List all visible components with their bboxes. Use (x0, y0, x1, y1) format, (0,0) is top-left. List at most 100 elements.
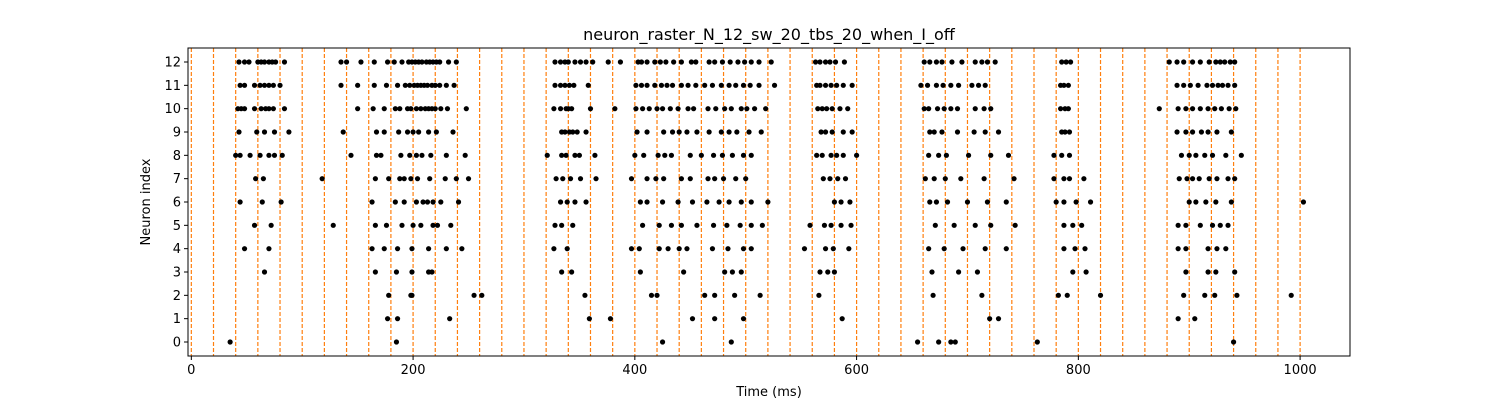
spike-n7-t909 (1196, 176, 1202, 182)
spike-n4-t48 (241, 246, 248, 252)
spike-n12-t486 (727, 59, 733, 65)
spike-n10-t420 (654, 106, 660, 112)
spike-n11-t224 (437, 82, 443, 88)
spike-n6-t439 (675, 199, 681, 205)
spike-n2-t472 (712, 292, 718, 298)
spike-n8-t421 (655, 152, 661, 158)
spike-n11-t176 (383, 82, 390, 88)
chart-title: neuron_raster_N_12_sw_20_tbs_20_when_I_o… (583, 25, 956, 45)
spike-n5-t671 (932, 222, 938, 228)
spike-n3-t807 (1083, 269, 1089, 275)
spike-n4-t579 (830, 246, 836, 252)
spike-n12-t153 (358, 59, 364, 65)
spike-n5-t57 (251, 222, 258, 228)
spike-n11-t62 (257, 82, 263, 88)
spike-n11-t895 (1181, 82, 1187, 88)
spike-n2-t355 (582, 292, 588, 298)
spike-n11-t526 (771, 82, 778, 88)
y-tick-label-6: 6 (173, 196, 181, 211)
x-tick-label-600: 600 (844, 363, 869, 378)
spike-n11-t685 (948, 82, 954, 88)
spike-n7-t680 (942, 176, 948, 182)
spike-n11-t358 (585, 82, 591, 88)
spike-n6-t505 (748, 199, 754, 205)
spike-n9-t447 (684, 129, 690, 135)
spike-n12-t725 (992, 59, 998, 65)
spike-n7-t500 (743, 176, 749, 182)
spike-n12-t66 (261, 59, 268, 65)
spike-n9-t434 (669, 129, 676, 135)
spike-n10-t150 (355, 106, 361, 112)
spike-n7-t694 (958, 176, 964, 182)
spike-n10-t496 (738, 106, 744, 112)
spike-n8-t778 (1051, 152, 1057, 158)
spike-n9-t925 (1214, 129, 1220, 135)
spike-n3-t185 (393, 269, 400, 275)
spike-n4-t174 (381, 246, 387, 252)
spike-n8-t471 (710, 152, 717, 158)
spike-n12-t362 (590, 59, 596, 65)
spike-n11-t424 (658, 82, 665, 88)
spike-n11-t512 (756, 82, 762, 88)
spike-n10-t57 (251, 106, 258, 112)
spike-n8-t167 (373, 152, 380, 158)
spike-n7-t583 (835, 176, 841, 182)
spike-n5-t558 (807, 222, 813, 228)
spike-n8-t460 (698, 152, 704, 158)
spike-n10-t174 (381, 106, 387, 112)
spike-n4-t897 (1183, 246, 1189, 252)
spike-n5-t688 (951, 222, 957, 228)
spike-n12-t785 (1059, 59, 1065, 65)
spike-n7-t342 (567, 176, 574, 182)
spike-n7-t419 (653, 176, 659, 182)
spike-n8-t144 (348, 152, 354, 158)
spike-n7-t365 (593, 176, 599, 182)
spike-n7-t570 (820, 176, 826, 182)
spike-n12-t572 (822, 59, 829, 65)
spike-n8-t216 (428, 152, 434, 158)
spike-n12-t672 (933, 59, 940, 65)
spike-n12-t208 (419, 59, 425, 65)
spike-n2-t255 (471, 292, 477, 298)
spike-n12-t576 (827, 59, 833, 65)
spike-n3-t481 (722, 269, 728, 275)
spike-n8-t62 (257, 152, 263, 158)
spike-n5-t721 (988, 222, 994, 228)
spike-n2-t262 (479, 292, 485, 298)
spike-n11-t916 (1204, 82, 1210, 88)
spike-n2-t199 (409, 292, 415, 298)
spike-n0-t655 (914, 339, 921, 345)
spike-n8-t427 (662, 152, 668, 158)
spike-n4-t397 (628, 246, 635, 252)
spike-n10-t448 (685, 106, 691, 112)
spike-n12-t467 (706, 59, 712, 65)
spike-n6-t906 (1193, 199, 1199, 205)
spike-n9-t348 (574, 129, 580, 135)
spike-points (227, 59, 1307, 345)
spike-n5-t344 (570, 222, 576, 228)
spike-n7-t787 (1061, 176, 1067, 182)
spike-n6-t594 (847, 199, 853, 205)
spike-n5-t207 (418, 222, 424, 228)
spike-n12-t686 (949, 59, 955, 65)
spike-n7-t204 (414, 176, 421, 182)
x-axis-ticks: 0 200 400 600 800 1000 (187, 356, 1317, 378)
spike-n7-t166 (372, 176, 378, 182)
spike-n4-t797 (1072, 246, 1078, 252)
spike-n7-t250 (465, 176, 472, 182)
spike-n4-t422 (656, 246, 662, 252)
spike-n8-t230 (443, 152, 449, 158)
spike-n10-t432 (667, 106, 673, 112)
spike-n5-t803 (1079, 222, 1085, 228)
spike-n9-t426 (661, 129, 667, 135)
spike-n9-t596 (849, 129, 855, 135)
spike-n5-t456 (694, 222, 700, 228)
spike-n9-t938 (1228, 129, 1234, 135)
spike-n8-t44 (237, 152, 243, 158)
spike-n2-t566 (816, 292, 822, 298)
spike-n11-t429 (664, 82, 670, 88)
spike-n3-t488 (729, 269, 736, 275)
spike-n2-t669 (930, 292, 936, 298)
spike-n8-t933 (1223, 152, 1229, 158)
y-tick-label-11: 11 (164, 79, 181, 94)
